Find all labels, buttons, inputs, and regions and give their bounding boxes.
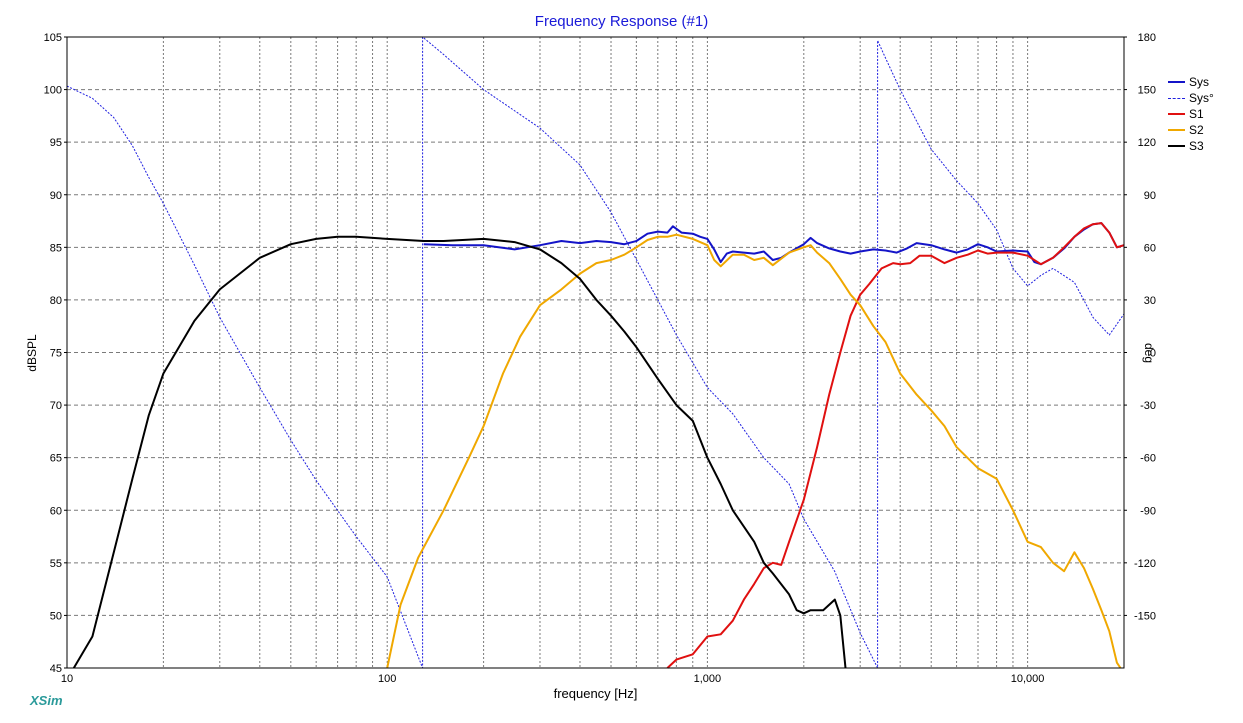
series-line-sys-phase — [66, 36, 1125, 669]
x-axis-label: frequency [Hz] — [553, 686, 638, 701]
series-line-s3 — [72, 235, 847, 669]
y2-tick-label: -60 — [1140, 453, 1156, 465]
x-tick-label: 1,000 — [694, 673, 722, 685]
y2-tick-label: 120 — [1138, 137, 1156, 149]
y-tick-label: 80 — [50, 295, 62, 307]
legend-swatch-s2 — [1168, 129, 1185, 131]
app-brand: XSim — [30, 693, 63, 708]
y-tick-label: 55 — [50, 558, 62, 570]
y2-tick-label: 150 — [1138, 85, 1156, 97]
y-axis-label: dBSPL — [25, 334, 39, 372]
y2-tick-label: -30 — [1140, 400, 1156, 412]
series-line-s2 — [386, 233, 1122, 669]
y-tick-label: 75 — [50, 348, 62, 360]
legend-swatch-s3 — [1168, 145, 1185, 147]
legend-label-sys-phase: Sys° — [1189, 91, 1214, 105]
plot-frame — [66, 36, 1125, 669]
legend-label-s2: S2 — [1189, 123, 1204, 137]
y2-tick-label: -90 — [1140, 505, 1156, 517]
legend-item-sys: Sys — [1168, 74, 1214, 90]
series-line-sys — [423, 222, 1125, 266]
y2-tick-label: 60 — [1144, 242, 1156, 254]
legend-swatch-s1 — [1168, 113, 1185, 115]
y2-axis-label: deg — [1142, 342, 1156, 364]
y-tick-label: 95 — [50, 137, 62, 149]
y-tick-label: 90 — [50, 190, 62, 202]
legend-item-s1: S1 — [1168, 106, 1214, 122]
y-tick-label: 105 — [44, 32, 62, 44]
y-tick-label: 45 — [50, 663, 62, 675]
grid — [67, 37, 1124, 668]
y2-tick-label: -120 — [1134, 558, 1156, 570]
y2-tick-label: 30 — [1144, 295, 1156, 307]
y-tick-label: 85 — [50, 242, 62, 254]
chart-title: Frequency Response (#1) — [534, 13, 709, 30]
legend-label-s1: S1 — [1189, 107, 1204, 121]
legend-label-s3: S3 — [1189, 139, 1204, 153]
legend-item-s3: S3 — [1168, 138, 1214, 154]
legend-item-s2: S2 — [1168, 122, 1214, 138]
legend-item-sys-phase: Sys° — [1168, 90, 1214, 106]
legend-swatch-sys-phase — [1168, 97, 1185, 99]
legend-swatch-sys — [1168, 81, 1185, 83]
series-line-s1 — [666, 222, 1125, 669]
y2-tick-label: -150 — [1134, 610, 1156, 622]
x-tick-label: 100 — [378, 673, 396, 685]
legend-label-sys: Sys — [1189, 75, 1210, 89]
axis-ticks: 1051009590858075706560555045180150120906… — [44, 32, 1156, 685]
y2-tick-label: 90 — [1144, 190, 1156, 202]
x-tick-label: 10,000 — [1011, 673, 1045, 685]
y-tick-label: 60 — [50, 505, 62, 517]
y-tick-label: 100 — [44, 85, 62, 97]
y-tick-label: 65 — [50, 453, 62, 465]
y-tick-label: 50 — [50, 610, 62, 622]
y-tick-label: 70 — [50, 400, 62, 412]
plot-area — [66, 36, 1125, 669]
x-tick-label: 10 — [61, 673, 73, 685]
legend: Sys Sys° S1 S2 S3 — [1168, 74, 1214, 154]
y2-tick-label: 180 — [1138, 32, 1156, 44]
y2-tick-label: 0 — [1150, 348, 1156, 360]
